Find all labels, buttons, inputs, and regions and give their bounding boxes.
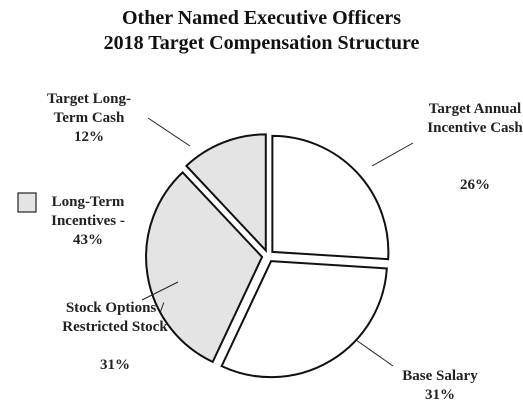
legend-label: Long-Term Incentives - 43% [51, 194, 125, 248]
slice-value-label: 12% [74, 129, 104, 145]
slice-value-label: 31% [100, 357, 130, 373]
leader-line [355, 339, 394, 367]
slice-label: Target Annual Incentive Cash [427, 101, 523, 136]
pie-slice [220, 260, 388, 379]
slice-label: Base Salary [402, 368, 478, 384]
pie-slice [184, 133, 267, 253]
chart-title: 2018 Target Compensation Structure [103, 32, 420, 54]
pie-slice [145, 170, 264, 364]
slice-value-label: 31% [425, 387, 455, 403]
chart-title: Other Named Executive Officers [122, 7, 401, 29]
leader-line [147, 117, 191, 147]
slice-label: Target Long-Term Cash [46, 91, 132, 126]
leader-line [141, 281, 179, 301]
pie-slice [271, 134, 390, 261]
legend-swatch [17, 192, 37, 213]
leader-line [371, 142, 414, 167]
slice-label: Stock Options / Restricted Stock [62, 300, 168, 335]
slice-value-label: 26% [460, 177, 490, 193]
